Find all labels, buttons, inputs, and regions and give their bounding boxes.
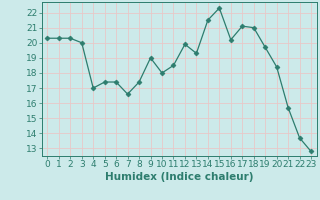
X-axis label: Humidex (Indice chaleur): Humidex (Indice chaleur) bbox=[105, 172, 253, 182]
